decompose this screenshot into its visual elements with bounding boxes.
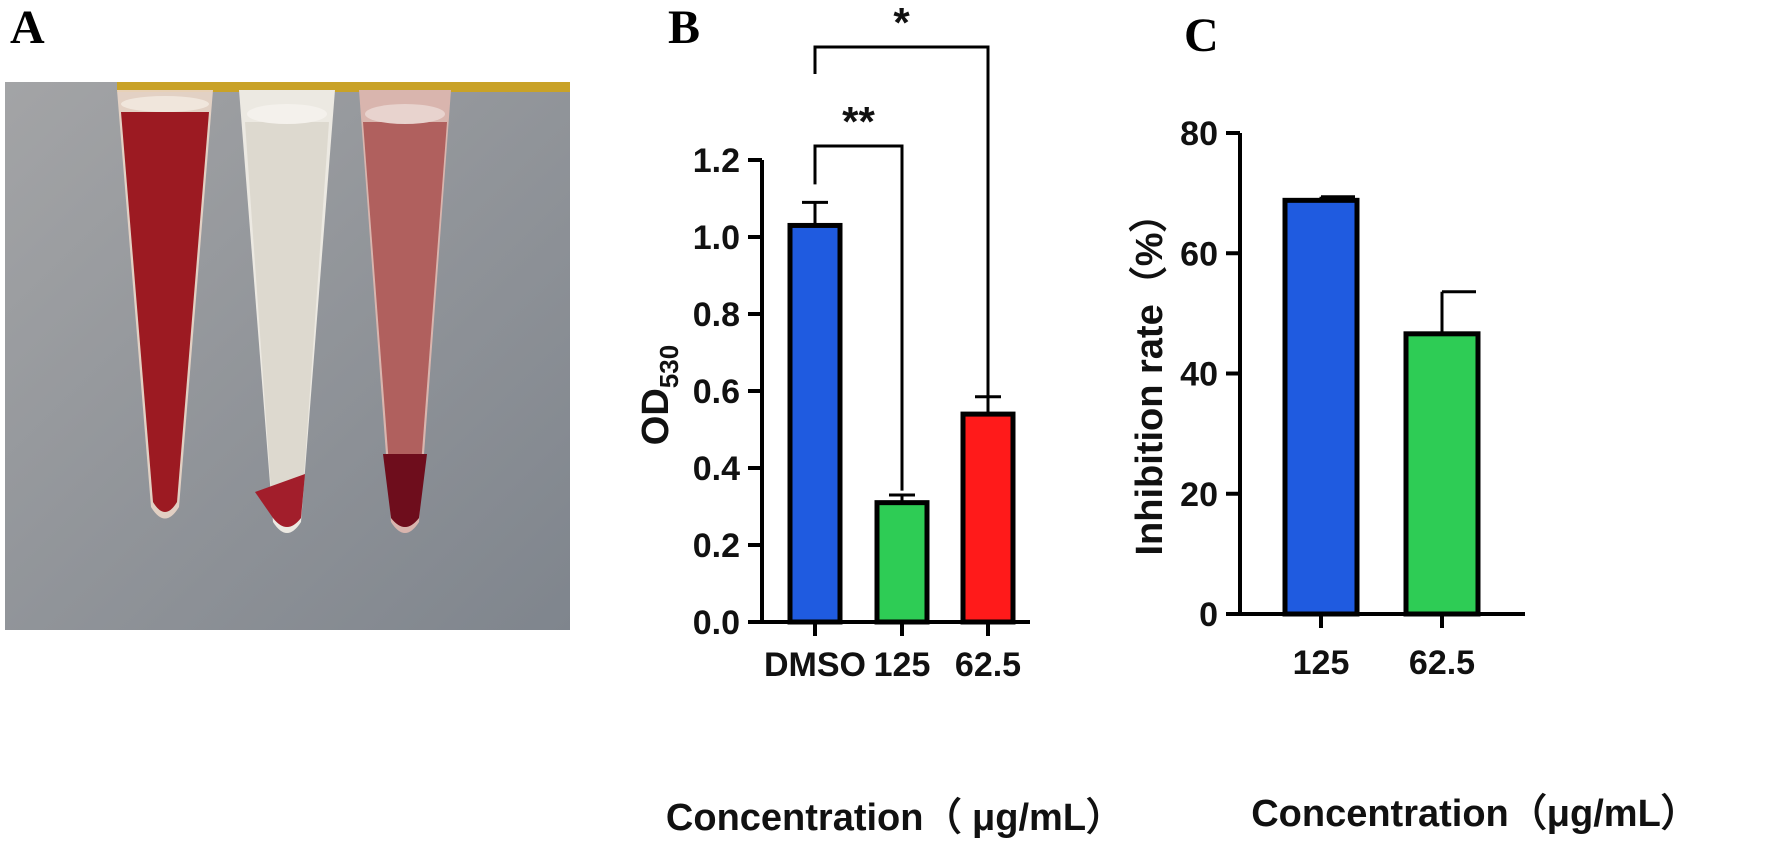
panel-label-c: C: [1184, 9, 1219, 62]
y-tick-label-b: 1.0: [693, 219, 740, 257]
significance-bracket: [813, 144, 904, 491]
bar-125: [1282, 197, 1360, 617]
x-tick-label-b: 125: [874, 646, 931, 684]
x-tick-label-b: DMSO: [764, 646, 866, 684]
y-tick-label-b: 0.6: [693, 373, 740, 411]
y-tick-label-c: 20: [1180, 476, 1218, 514]
bar-62.5: [1403, 331, 1481, 617]
panel-label-b: B: [668, 1, 701, 54]
tube-3: [359, 90, 451, 533]
x-tick-label-b: 62.5: [955, 646, 1021, 684]
tape-strip: [117, 82, 570, 92]
x-tick-label-c: 62.5: [1409, 644, 1475, 682]
tube-2: [239, 90, 335, 533]
significance-label: **: [842, 98, 875, 145]
tube-1: [117, 90, 213, 519]
y-axis-title-c: Inhibition rate（%）: [1129, 194, 1171, 555]
x-axis-title-b: Concentration（ μg/mL）: [666, 797, 1124, 839]
y-tick-label-b: 1.2: [693, 142, 740, 180]
y-tick-label-b: 0.8: [693, 296, 740, 334]
tubes-photo: [5, 82, 570, 630]
y-axis-title-main-b: OD: [635, 388, 677, 445]
y-tick-label-b: 0.0: [693, 604, 740, 642]
significance-bracket: [813, 45, 990, 403]
y-tick-label-c: 60: [1180, 235, 1218, 273]
y-axis-title-sub-b: 530: [654, 345, 684, 388]
y-tick-label-b: 0.4: [693, 450, 740, 488]
y-tick-label-b: 0.2: [693, 527, 740, 565]
y-tick-label-c: 40: [1180, 356, 1218, 394]
bar-125: [874, 500, 930, 625]
y-axis-title-b: OD530: [635, 345, 684, 445]
bar-62.5: [960, 411, 1016, 625]
bar-DMSO: [787, 222, 843, 625]
y-tick-label-c: 80: [1180, 115, 1218, 153]
x-tick-label-c: 125: [1293, 644, 1350, 682]
x-axis-title-c: Concentration（μg/mL）: [1251, 793, 1699, 835]
significance-label: *: [893, 0, 910, 46]
y-tick-label-c: 0: [1199, 596, 1218, 634]
panel-label-a: A: [10, 1, 45, 54]
